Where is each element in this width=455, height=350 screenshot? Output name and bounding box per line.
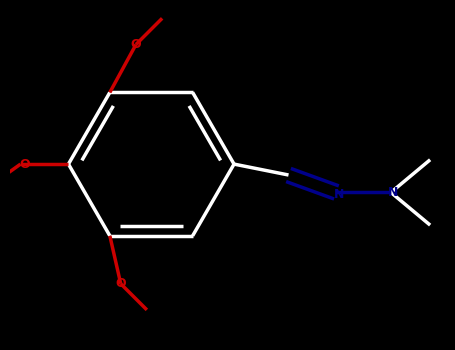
Text: O: O (20, 158, 30, 170)
Text: O: O (131, 38, 142, 51)
Text: N: N (334, 188, 344, 201)
Text: O: O (116, 277, 126, 290)
Text: N: N (388, 186, 398, 199)
